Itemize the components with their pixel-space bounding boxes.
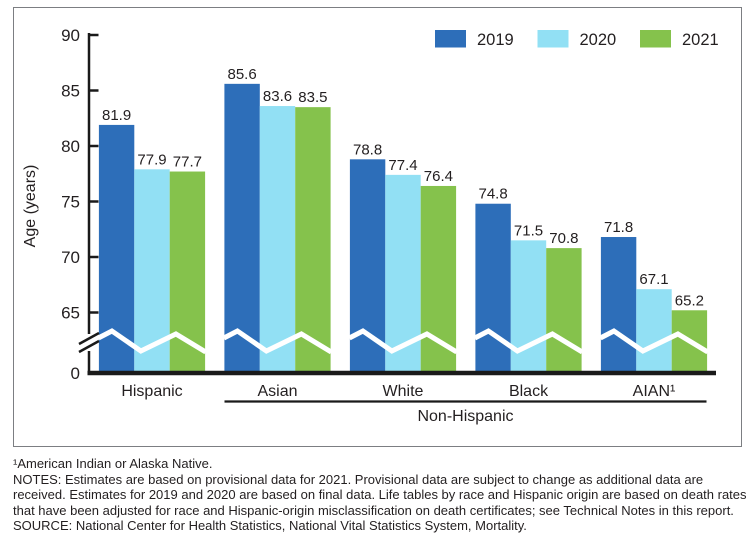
legend-swatch-2020 — [537, 30, 569, 48]
category-label: White — [383, 383, 424, 400]
bar-break-zigzag — [348, 328, 458, 355]
bar-2020-4 — [636, 289, 672, 373]
bar-2021-3 — [546, 248, 582, 373]
y-tick-label: 90 — [61, 26, 80, 45]
category-label: AIAN¹ — [633, 383, 676, 400]
bar-2019-3 — [475, 203, 511, 373]
bar-value-label: 70.8 — [549, 230, 578, 247]
bar-2021-2 — [420, 185, 457, 373]
footnotes: ¹American Indian or Alaska Native. NOTES… — [13, 456, 750, 534]
bar-value-label: 83.5 — [298, 89, 327, 106]
y-tick-label: 85 — [61, 82, 80, 101]
footnote-aian-definition: ¹American Indian or Alaska Native. — [13, 456, 213, 471]
y-tick-label: 65 — [61, 304, 80, 323]
bar-2020-1 — [259, 106, 296, 373]
category-label: Hispanic — [121, 383, 182, 400]
bar-value-label: 71.5 — [514, 222, 543, 239]
bar-value-label: 81.9 — [102, 107, 131, 124]
bar-value-label: 74.8 — [478, 186, 507, 203]
bar-value-label: 83.6 — [263, 88, 292, 105]
legend-label-2020: 2020 — [580, 31, 617, 49]
bar-value-label: 77.4 — [388, 157, 417, 174]
bar-value-label: 77.9 — [137, 151, 166, 168]
bar-value-label: 65.2 — [675, 292, 704, 309]
axis-break-slash — [78, 339, 100, 354]
bar-2019-1 — [224, 83, 260, 373]
bar-value-label: 77.7 — [173, 154, 202, 171]
y-tick-label: 75 — [61, 193, 80, 212]
bar-value-label: 78.8 — [353, 141, 382, 158]
footnote-source: SOURCE: National Center for Health Stati… — [13, 518, 527, 534]
bar-value-label: 85.6 — [227, 66, 256, 83]
bar-2020-0 — [134, 169, 170, 373]
axis-break-gap — [85, 334, 93, 351]
bar-2021-1 — [295, 107, 331, 374]
bar-break-zigzag — [222, 328, 333, 355]
legend-swatch-2021 — [640, 30, 671, 48]
legend-label-2019: 2019 — [477, 31, 514, 49]
legend-label-2021: 2021 — [682, 31, 719, 49]
y-tick-label: 70 — [61, 248, 80, 267]
bar-value-label: 71.8 — [604, 219, 633, 236]
y-axis-title: Age (years) — [22, 165, 39, 248]
bar-value-label: 76.4 — [424, 168, 453, 185]
y-tick-label: 80 — [61, 137, 80, 156]
legend-swatch-2019 — [435, 30, 466, 48]
axis-break-slash — [78, 331, 100, 346]
category-label: Asian — [257, 383, 297, 400]
bar-break-zigzag — [599, 328, 709, 355]
bar-break-zigzag — [97, 328, 207, 355]
bar-break-zigzag — [473, 328, 584, 355]
non-hispanic-label: Non-Hispanic — [417, 408, 513, 425]
footnote-notes: NOTES: Estimates are based on provisiona… — [13, 471, 747, 518]
category-label: Black — [509, 383, 549, 400]
y-tick-label: 0 — [71, 364, 80, 383]
bar-value-label: 67.1 — [639, 271, 668, 288]
bar-2019-4 — [600, 237, 637, 373]
